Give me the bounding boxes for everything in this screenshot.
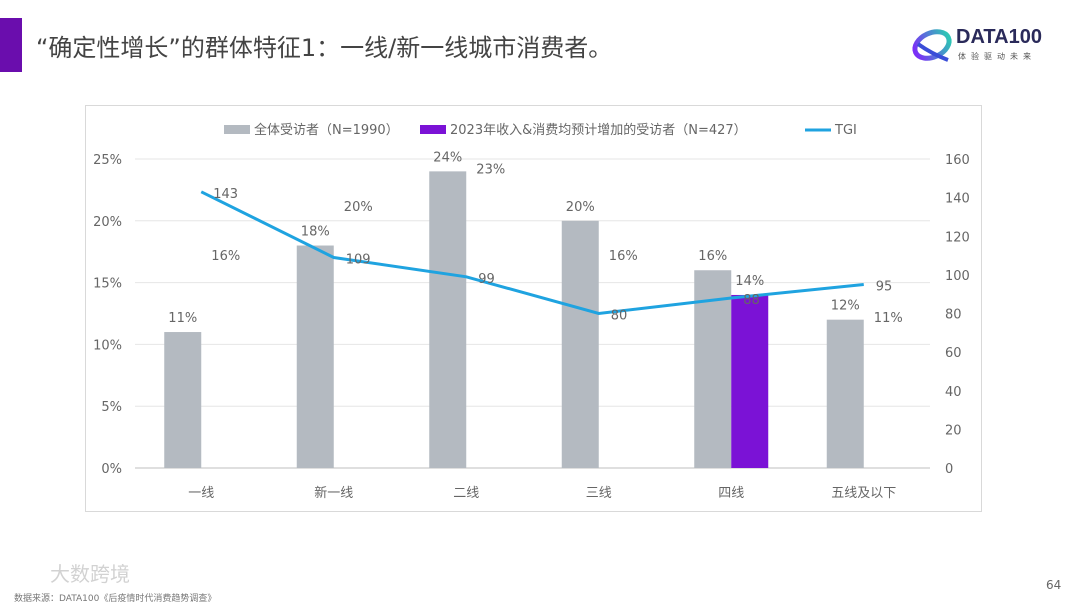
category-label: 二线 xyxy=(453,486,479,501)
left-axis-tick: 0% xyxy=(101,462,122,477)
bar-all-respondents xyxy=(429,171,467,469)
source-note: 数据来源：DATA100《后疫情时代消费趋势调查》 xyxy=(14,594,217,604)
bar-label-increase: 14% xyxy=(735,274,764,289)
category-label: 四线 xyxy=(718,486,744,501)
right-axis-tick: 160 xyxy=(945,153,970,168)
logo: DATA100 体验驱动未来 xyxy=(910,24,1060,66)
page-title: “确定性增长”的群体特征1：一线/新一线城市消费者。 xyxy=(36,34,613,62)
bar-all-respondents xyxy=(694,270,732,468)
legend-label-tgi: TGI xyxy=(834,123,857,138)
legend-swatch-all xyxy=(224,125,250,134)
left-axis-tick: 15% xyxy=(93,277,122,292)
bar-label-increase: 20% xyxy=(344,200,373,215)
tgi-label: 99 xyxy=(478,272,495,287)
tgi-label: 143 xyxy=(213,187,238,202)
bar-label-increase: 23% xyxy=(476,163,505,178)
right-axis-tick: 100 xyxy=(945,269,970,284)
bar-label-all: 16% xyxy=(698,249,727,264)
bar-all-respondents xyxy=(164,332,202,468)
bar-label-increase: 11% xyxy=(874,311,903,326)
category-label: 新一线 xyxy=(314,485,353,501)
right-axis-tick: 40 xyxy=(945,385,962,400)
watermark: 大数跨境 xyxy=(50,562,130,586)
left-axis-tick: 10% xyxy=(93,338,122,353)
left-axis-tick: 25% xyxy=(93,153,122,168)
tgi-label: 95 xyxy=(876,280,893,295)
bar-label-all: 12% xyxy=(831,299,860,314)
title-accent-bar xyxy=(0,18,22,72)
bar-all-respondents xyxy=(826,319,864,468)
chart-frame xyxy=(85,105,982,512)
right-axis-tick: 80 xyxy=(945,308,962,323)
bar-all-respondents xyxy=(296,245,334,468)
tgi-label: 109 xyxy=(346,252,371,267)
bar-all-respondents xyxy=(561,220,599,468)
right-axis-tick: 20 xyxy=(945,423,962,438)
bar-label-increase: 16% xyxy=(609,249,638,264)
tgi-label: 80 xyxy=(611,309,628,324)
bar-label-all: 11% xyxy=(168,311,197,326)
bar-label-all: 20% xyxy=(566,200,595,215)
legend-label-all: 全体受访者（N=1990） xyxy=(254,122,399,138)
left-axis-tick: 20% xyxy=(93,215,122,230)
bar-label-all: 18% xyxy=(301,225,330,240)
logo-subtitle: 体验驱动未来 xyxy=(958,52,1036,61)
page-number: 64 xyxy=(1046,578,1062,592)
right-axis-tick: 60 xyxy=(945,346,962,361)
bar-label-increase: 16% xyxy=(211,249,240,264)
bar-increase-respondents xyxy=(731,294,769,468)
legend-label-increase: 2023年收入&消费均预计增加的受访者（N=427） xyxy=(450,122,747,138)
left-axis-tick: 5% xyxy=(101,400,122,415)
category-label: 一线 xyxy=(188,486,214,501)
tgi-label: 88 xyxy=(743,293,760,308)
right-axis-tick: 140 xyxy=(945,192,970,207)
category-label: 三线 xyxy=(586,486,612,501)
bar-label-all: 24% xyxy=(433,150,462,165)
logo-text: DATA100 xyxy=(956,26,1042,48)
legend-swatch-increase xyxy=(420,125,446,134)
right-axis-tick: 0 xyxy=(945,462,953,477)
logo-icon xyxy=(912,29,952,62)
category-label: 五线及以下 xyxy=(831,486,896,501)
tgi-line xyxy=(200,190,864,316)
right-axis-tick: 120 xyxy=(945,230,970,245)
